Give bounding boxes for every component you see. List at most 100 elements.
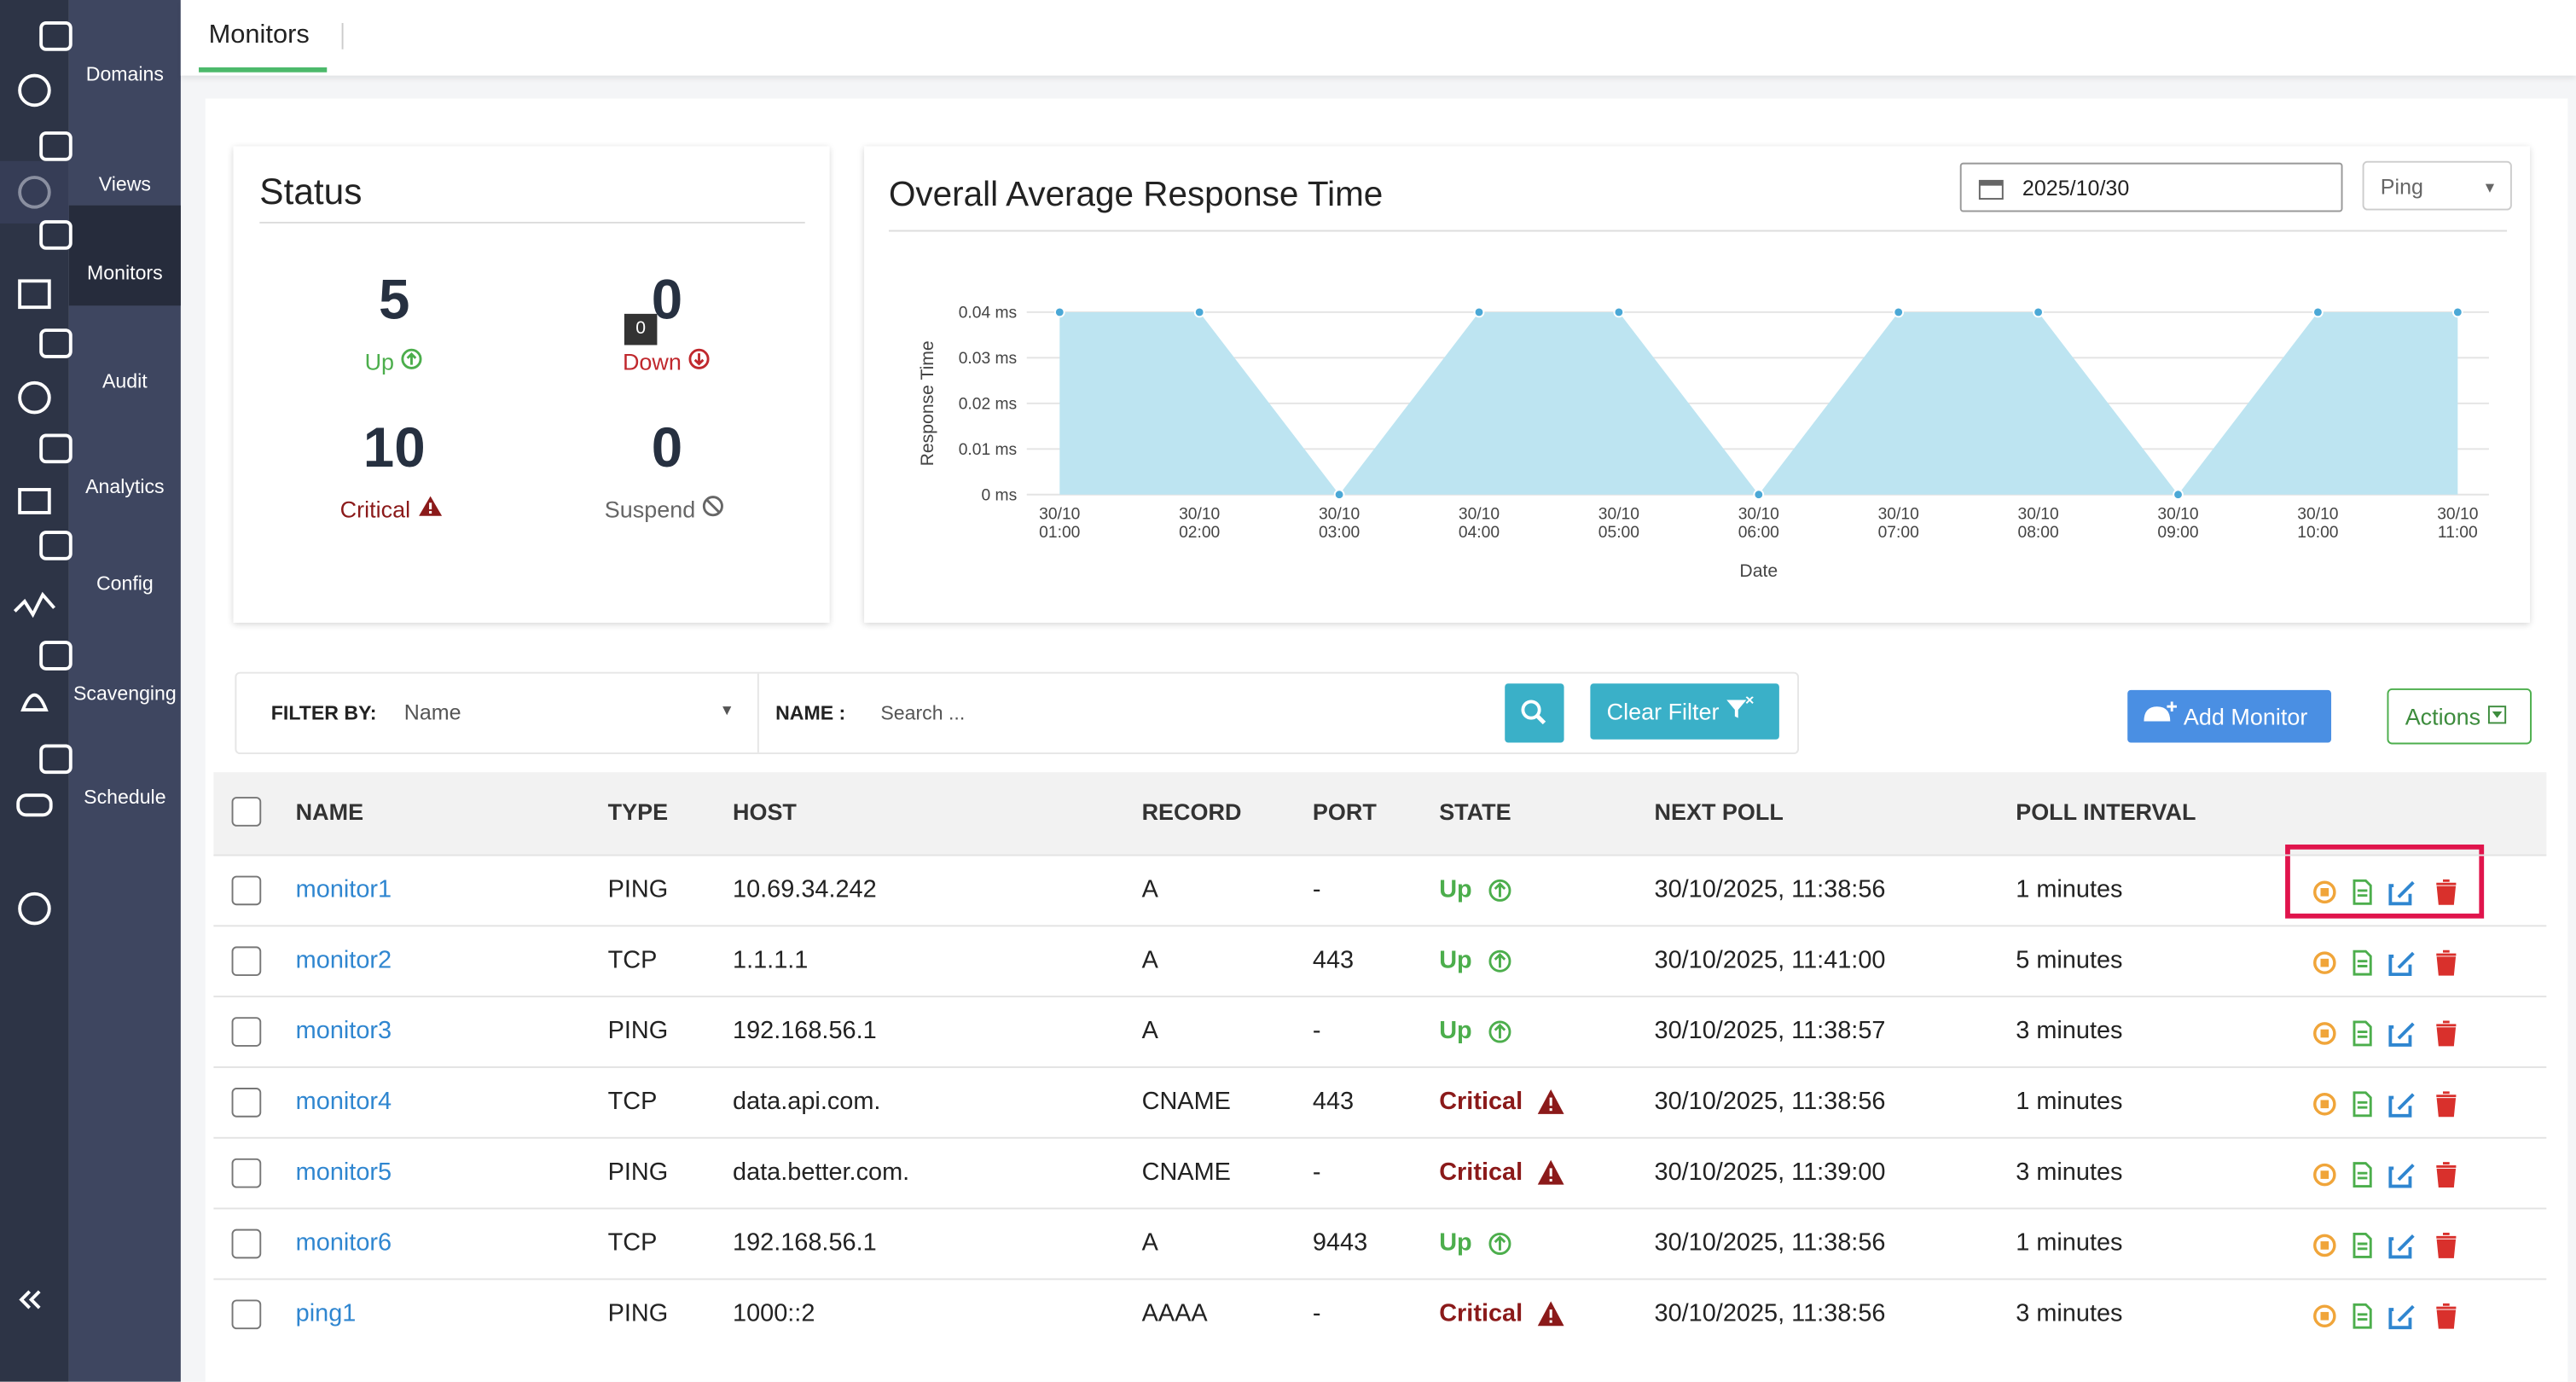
icon-shape [2436, 1020, 2457, 1047]
edit-action[interactable] [2388, 1304, 2415, 1330]
suspend-action[interactable] [2313, 1022, 2336, 1045]
filter-label: FILTER BY: [270, 701, 377, 725]
monitor-name[interactable]: monitor3 [295, 1017, 392, 1045]
report-action[interactable] [2353, 1232, 2372, 1258]
y-tick-label: 0 ms [981, 486, 1017, 504]
monitor-name[interactable]: monitor6 [295, 1228, 392, 1257]
nav-icon [39, 641, 73, 671]
icon-shape [1488, 1232, 1511, 1255]
checkbox[interactable] [231, 875, 262, 906]
edit-action[interactable] [2388, 880, 2415, 906]
monitor-name[interactable]: monitor4 [295, 1088, 392, 1116]
checkbox[interactable] [231, 1017, 262, 1047]
row-divider [213, 1066, 2547, 1068]
poll-interval: 3 minutes [2016, 1299, 2123, 1328]
checkbox[interactable] [231, 797, 262, 827]
record: A [1141, 875, 1158, 904]
y-tick-label: 0.03 ms [959, 350, 1017, 368]
monitor-name[interactable]: ping1 [295, 1299, 357, 1328]
clear-filter-button[interactable]: Clear Filter [1590, 683, 1779, 740]
monitor-name[interactable]: monitor2 [295, 946, 392, 975]
icon-shape [1549, 1097, 1552, 1106]
icon-shape [2388, 1234, 2415, 1259]
state-icon [1488, 879, 1511, 902]
next-poll: 30/10/2025, 11:41:00 [1654, 946, 1886, 975]
report-action[interactable] [2353, 1303, 2372, 1329]
nav-label[interactable]: Analytics [85, 474, 165, 498]
delete-action[interactable] [2436, 879, 2457, 905]
nav-label[interactable]: Views [98, 172, 151, 196]
checkbox[interactable] [231, 1228, 262, 1259]
search-input[interactable]: Search ... [880, 701, 966, 725]
edit-action[interactable] [2388, 1234, 2415, 1259]
highlight-box [2285, 844, 2485, 919]
state-icon [1537, 1159, 1564, 1185]
nav-label[interactable]: Audit [102, 369, 148, 393]
edit-action[interactable] [2388, 1164, 2415, 1188]
delete-action[interactable] [2436, 1162, 2457, 1188]
suspend-action[interactable] [2313, 951, 2336, 974]
row-actions [2313, 1232, 2457, 1259]
nav-label[interactable]: Domains [85, 62, 164, 86]
edit-action[interactable] [2388, 1022, 2415, 1047]
checkbox[interactable] [231, 1088, 262, 1118]
icon-shape [2353, 1303, 2372, 1329]
report-action[interactable] [2353, 1162, 2372, 1188]
icon-shape [39, 328, 73, 358]
monitor-name[interactable]: monitor1 [295, 875, 392, 904]
x-tick-label: 30/10 05:00 [1598, 506, 1639, 543]
report-action[interactable] [2353, 949, 2372, 976]
point [1753, 489, 1765, 501]
record: A [1141, 1017, 1158, 1045]
delete-action[interactable] [2436, 1091, 2457, 1118]
suspend-action[interactable] [2313, 1234, 2336, 1257]
edit-action[interactable] [2388, 951, 2415, 977]
type: TCP [607, 946, 658, 975]
filter-field[interactable]: Name [403, 700, 461, 725]
point [1333, 489, 1345, 501]
suspend-action[interactable] [2313, 1163, 2336, 1187]
monitor-name[interactable]: monitor5 [295, 1158, 392, 1187]
actions-button[interactable]: Actions [2387, 688, 2532, 745]
edit-action[interactable] [2388, 1093, 2415, 1118]
delete-action[interactable] [2436, 1020, 2457, 1047]
date-picker[interactable]: 2025/10/30 [1959, 162, 2343, 212]
suspend-icon [703, 496, 724, 517]
name-label: NAME : [775, 701, 846, 725]
suspend-action[interactable] [2313, 880, 2336, 904]
delete-action[interactable] [2436, 1303, 2457, 1329]
state: Critical [1439, 1158, 1523, 1187]
state: Up [1439, 946, 1472, 975]
protocol-value: Ping [2380, 174, 2423, 200]
tab-monitors[interactable]: Monitors [208, 21, 310, 49]
point [2173, 489, 2184, 501]
nav-label[interactable]: Config [96, 572, 154, 595]
suspend-action[interactable] [2313, 1304, 2336, 1328]
nav-label[interactable]: Monitors [87, 261, 163, 285]
checkbox[interactable] [231, 946, 262, 977]
search-button[interactable] [1505, 683, 1564, 743]
icon-shape [2436, 1303, 2457, 1329]
point [1053, 306, 1065, 318]
checkbox[interactable] [231, 1299, 262, 1330]
protocol-select[interactable]: Ping ▼ [2362, 160, 2512, 211]
icon-shape [1488, 949, 1511, 973]
icon-shape [39, 531, 73, 560]
icon-shape [2320, 1100, 2329, 1109]
rail-icons [0, 73, 69, 1309]
record: A [1141, 946, 1158, 975]
checkbox[interactable] [231, 1158, 262, 1188]
icon-shape [2353, 1232, 2372, 1258]
add-monitor-button[interactable]: Add Monitor [2127, 689, 2332, 743]
delete-action[interactable] [2436, 949, 2457, 976]
type: PING [607, 1158, 669, 1187]
suspend-action[interactable] [2313, 1092, 2336, 1116]
x-tick-label: 30/10 10:00 [2297, 506, 2339, 543]
report-action[interactable] [2353, 879, 2372, 905]
report-action[interactable] [2353, 1091, 2372, 1118]
icon-shape [2320, 888, 2329, 897]
delete-action[interactable] [2436, 1232, 2457, 1258]
nav-label[interactable]: Schedule [84, 785, 166, 809]
report-action[interactable] [2353, 1020, 2372, 1047]
nav-label[interactable]: Scavenging [73, 682, 177, 706]
